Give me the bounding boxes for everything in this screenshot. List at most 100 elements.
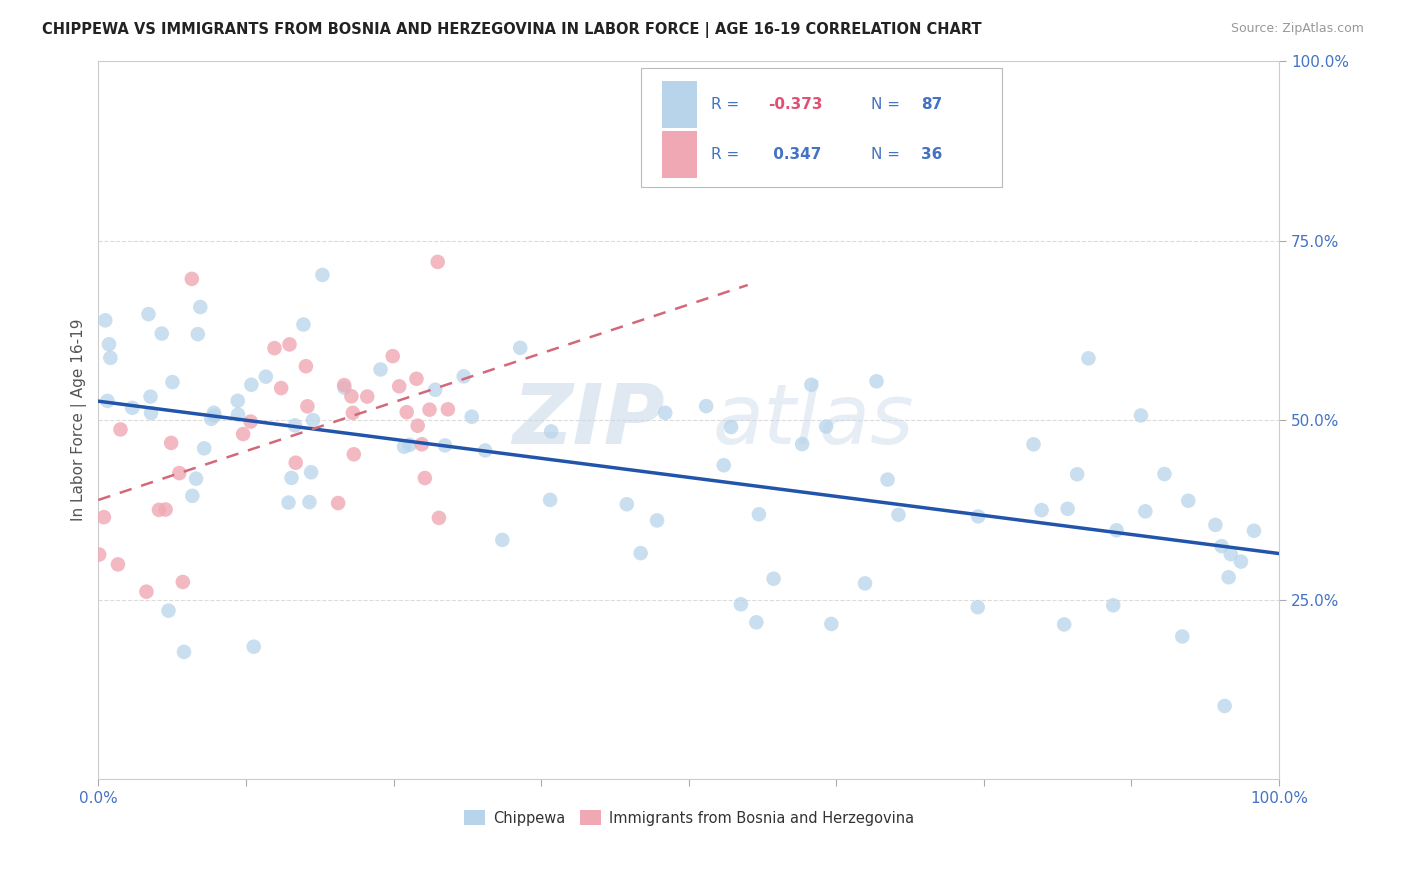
Text: ZIP: ZIP	[512, 380, 665, 460]
Point	[160, 436, 183, 450]
Point	[792, 437, 814, 451]
Point	[326, 496, 349, 510]
Point	[226, 393, 249, 408]
Point	[162, 375, 184, 389]
Point	[240, 377, 263, 392]
Point	[762, 572, 785, 586]
Point	[333, 381, 356, 395]
Point	[93, 510, 115, 524]
Point	[1053, 617, 1076, 632]
Point	[437, 402, 460, 417]
Point	[284, 418, 307, 433]
Point	[405, 372, 427, 386]
Point	[157, 604, 180, 618]
Point	[887, 508, 910, 522]
Text: atlas: atlas	[713, 380, 914, 460]
Point	[263, 341, 285, 355]
Point	[876, 473, 898, 487]
Point	[820, 616, 842, 631]
Text: CHIPPEWA VS IMMIGRANTS FROM BOSNIA AND HERZEGOVINA IN LABOR FORCE | AGE 16-19 CO: CHIPPEWA VS IMMIGRANTS FROM BOSNIA AND H…	[42, 22, 981, 38]
Point	[461, 409, 484, 424]
Point	[180, 272, 202, 286]
Point	[853, 576, 876, 591]
Text: 36: 36	[921, 147, 942, 162]
Text: Source: ZipAtlas.com: Source: ZipAtlas.com	[1230, 22, 1364, 36]
Point	[110, 422, 132, 436]
Point	[188, 300, 211, 314]
Point	[94, 313, 117, 327]
Point	[333, 378, 356, 392]
Point	[292, 318, 315, 332]
Point	[1022, 437, 1045, 451]
Point	[395, 405, 418, 419]
Point	[139, 390, 162, 404]
Point	[342, 406, 364, 420]
Point	[540, 425, 562, 439]
Point	[748, 508, 770, 522]
Point	[356, 390, 378, 404]
Point	[239, 415, 262, 429]
Point	[98, 337, 121, 351]
Point	[254, 369, 277, 384]
Point	[616, 497, 638, 511]
Point	[121, 401, 143, 415]
Point	[1177, 493, 1199, 508]
Point	[426, 255, 449, 269]
Text: N =: N =	[870, 147, 904, 162]
Point	[695, 399, 717, 413]
Point	[1056, 501, 1078, 516]
Point	[1204, 517, 1226, 532]
Point	[1066, 467, 1088, 482]
Point	[172, 574, 194, 589]
Point	[295, 359, 318, 374]
Point	[1031, 503, 1053, 517]
Point	[343, 447, 366, 461]
Point	[135, 584, 157, 599]
Point	[226, 408, 249, 422]
Text: -0.373: -0.373	[768, 96, 823, 112]
Point	[297, 400, 319, 414]
Point	[96, 393, 118, 408]
Text: N =: N =	[870, 96, 904, 112]
Point	[1171, 630, 1194, 644]
Point	[181, 489, 204, 503]
Point	[277, 495, 299, 509]
Point	[427, 511, 450, 525]
Point	[453, 369, 475, 384]
Point	[184, 472, 207, 486]
Point	[509, 341, 531, 355]
Point	[270, 381, 292, 395]
Point	[232, 427, 254, 442]
Point	[1213, 698, 1236, 713]
Point	[406, 418, 429, 433]
Point	[491, 533, 513, 547]
Point	[200, 412, 222, 426]
Point	[155, 502, 177, 516]
Point	[1102, 599, 1125, 613]
Point	[299, 465, 322, 479]
Point	[100, 351, 122, 365]
Point	[654, 406, 676, 420]
Point	[815, 419, 838, 434]
Point	[370, 362, 392, 376]
Point	[413, 471, 436, 485]
Point	[419, 402, 441, 417]
Point	[745, 615, 768, 630]
Point	[730, 597, 752, 611]
Point	[193, 442, 215, 456]
Point	[107, 558, 129, 572]
Y-axis label: In Labor Force | Age 16-19: In Labor Force | Age 16-19	[72, 319, 87, 522]
Point	[173, 645, 195, 659]
Point	[392, 440, 415, 454]
Point	[311, 268, 333, 282]
Point	[89, 548, 111, 562]
Point	[720, 420, 742, 434]
Point	[967, 509, 990, 524]
Point	[1129, 409, 1152, 423]
Point	[1105, 524, 1128, 538]
Point	[187, 327, 209, 342]
Point	[1211, 539, 1233, 553]
Point	[148, 503, 170, 517]
Text: 0.347: 0.347	[768, 147, 821, 162]
Point	[966, 600, 988, 615]
